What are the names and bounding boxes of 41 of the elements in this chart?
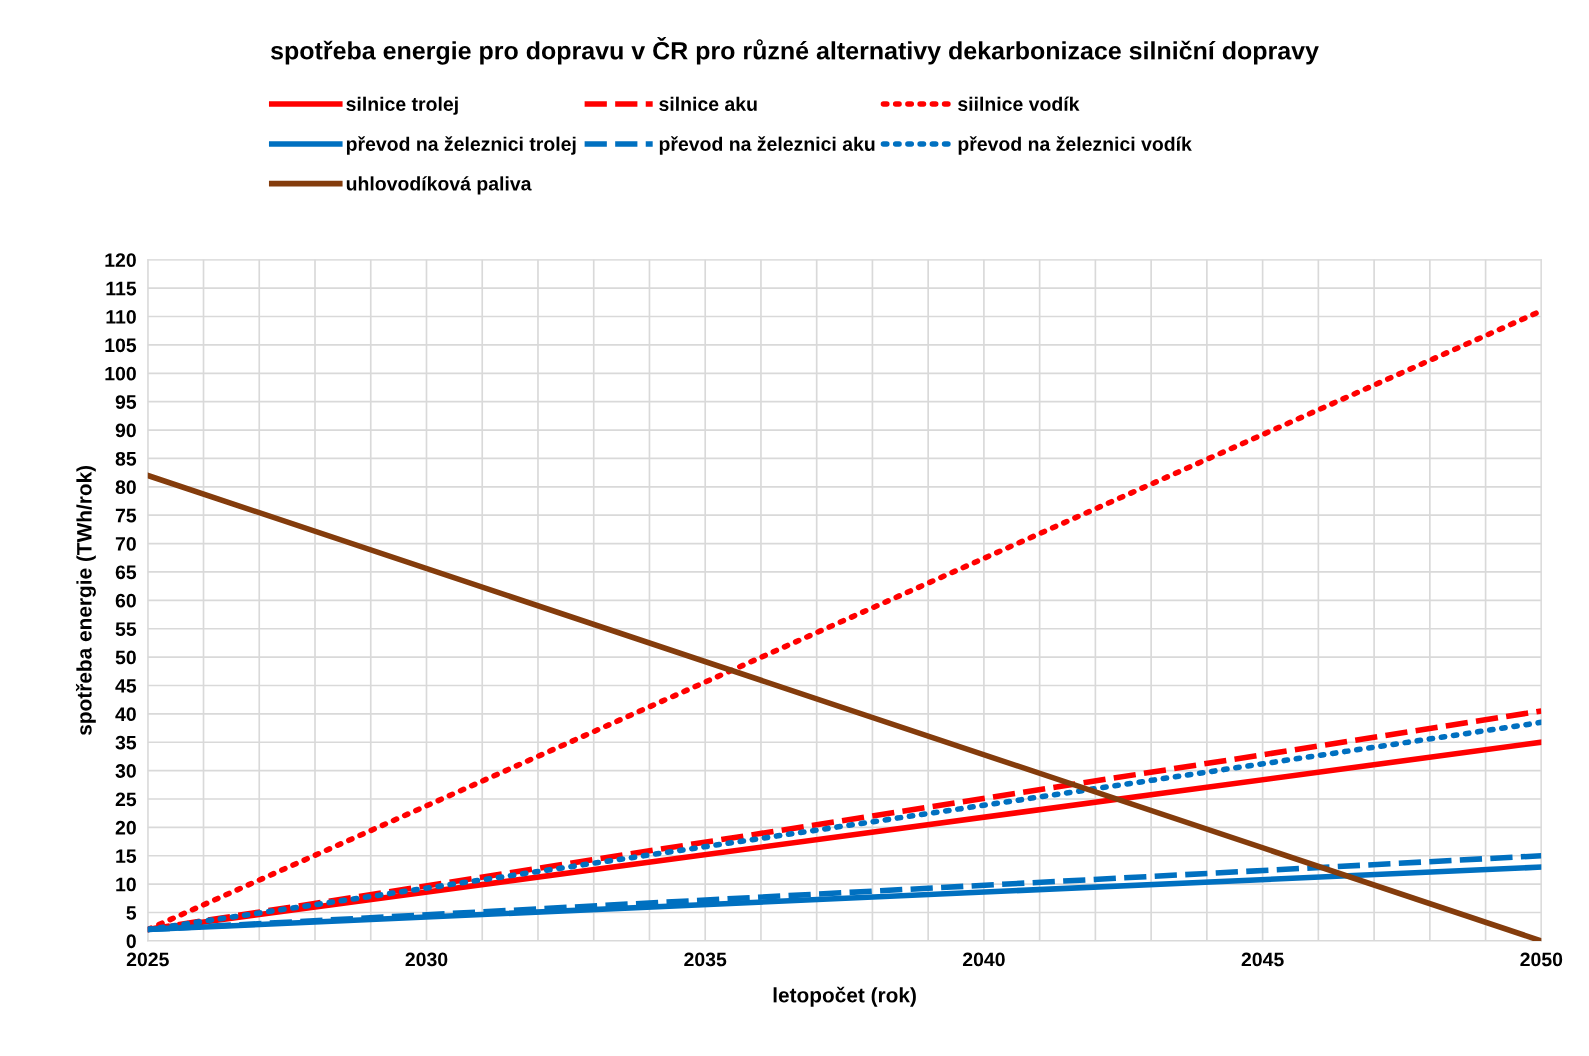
- y-tick-label: 120: [105, 253, 136, 268]
- y-tick-label: 35: [115, 735, 137, 750]
- x-tick-label: 2035: [684, 952, 727, 967]
- y-tick-label: 65: [115, 565, 137, 580]
- y-tick-label: 25: [115, 792, 137, 807]
- y-tick-label: 30: [115, 764, 136, 778]
- x-axis-title: letopočet (rok): [773, 986, 916, 1007]
- legend-label: převod na železnici vodík: [958, 136, 1192, 155]
- legend-label: silnice trolej: [346, 96, 458, 115]
- legend-label: silnice aku: [659, 96, 757, 111]
- y-tick-label: 15: [116, 849, 137, 863]
- y-tick-label: 100: [105, 366, 136, 381]
- y-tick-label: 105: [105, 338, 137, 353]
- y-tick-label: 110: [106, 310, 136, 324]
- y-axis-title: spotřeba energie (TWh/rok): [75, 465, 96, 736]
- x-tick-label: 2050: [1520, 952, 1563, 967]
- y-tick-label: 115: [106, 281, 137, 296]
- y-tick-label: 50: [115, 650, 136, 665]
- y-tick-label: 80: [115, 480, 136, 495]
- x-tick-label: 2045: [1241, 952, 1284, 967]
- y-tick-label: 85: [115, 451, 137, 466]
- y-tick-label: 75: [115, 508, 137, 523]
- y-tick-label: 55: [115, 622, 137, 636]
- x-tick-label: 2030: [405, 952, 448, 967]
- y-tick-label: 70: [115, 537, 136, 551]
- y-tick-label: 95: [115, 395, 137, 409]
- legend-label: převod na železnici aku: [659, 136, 875, 155]
- legend-label: převod na železnici trolej: [346, 136, 576, 155]
- legend-label: siilnice vodík: [958, 96, 1080, 111]
- x-tick-label: 2025: [126, 952, 169, 967]
- y-tick-label: 60: [115, 593, 136, 608]
- chart-title: spotřeba energie pro dopravu v ČR pro různé alternativy dekarbonizace silniční dopravy: [270, 36, 1319, 65]
- y-tick-label: 90: [115, 423, 136, 438]
- y-tick-label: 45: [115, 679, 137, 693]
- legend-label: uhlovodíková paliva: [346, 176, 532, 195]
- x-tick-label: 2040: [962, 952, 1005, 967]
- y-tick-label: 0: [126, 934, 136, 949]
- y-tick-label: 10: [116, 877, 136, 892]
- y-tick-label: 20: [115, 820, 136, 835]
- y-tick-label: 5: [126, 906, 137, 920]
- y-tick-label: 40: [115, 707, 136, 722]
